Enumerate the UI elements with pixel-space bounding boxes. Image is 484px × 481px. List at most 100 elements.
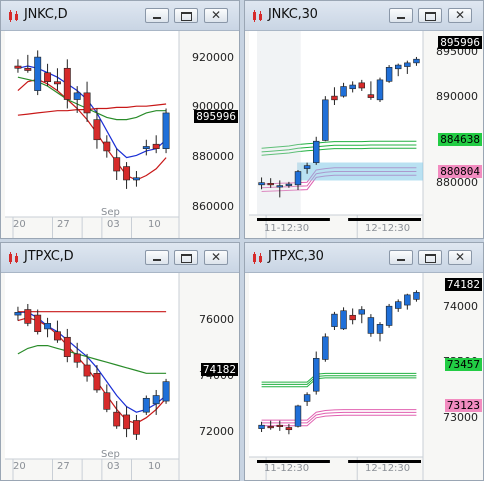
title-bar[interactable]: JTPXC,D ✕: [1, 243, 239, 273]
close-button[interactable]: ✕: [204, 8, 228, 23]
candle-body: [340, 86, 347, 97]
candle-body: [376, 79, 384, 101]
session-bar: [257, 218, 330, 221]
candle-body: [34, 56, 42, 91]
minimize-button[interactable]: [145, 250, 169, 265]
candle-body: [162, 112, 170, 149]
highlight-box: [297, 162, 423, 181]
series-line-ma_fast: [17, 65, 167, 159]
minimize-icon: [397, 259, 405, 261]
green-level-tag: 73457: [444, 358, 482, 371]
band-line-green_band: [261, 140, 417, 149]
y-tick-label: 880000: [436, 176, 478, 189]
band-line-green_band: [261, 375, 417, 385]
chart-window-jnkc-daily[interactable]: JNKC,D ✕ 920000 900000 880000 860000 20 …: [0, 0, 240, 239]
minimize-button[interactable]: [389, 8, 413, 23]
candle-body: [73, 92, 81, 100]
candle-body: [152, 143, 160, 149]
band-line-green_band: [261, 147, 417, 156]
candle-body: [93, 373, 101, 391]
candle-body: [267, 426, 274, 429]
minimize-icon: [153, 259, 161, 261]
chart-plot[interactable]: 920000 900000 880000 860000 20 27 Sep 03…: [1, 31, 240, 239]
restore-button[interactable]: [418, 8, 442, 23]
candle-body: [358, 309, 365, 315]
candle-body: [313, 358, 320, 392]
y-tick-label: 860000: [192, 200, 234, 213]
candle-body: [123, 166, 131, 181]
candle-body: [340, 310, 347, 330]
candle-body: [142, 146, 150, 149]
y-tick-label: 920000: [192, 51, 234, 64]
restore-button[interactable]: [174, 250, 198, 265]
x-tick-label: 27: [57, 461, 70, 472]
y-tick-label: 76000: [199, 313, 234, 326]
candle-body: [258, 424, 265, 429]
series-line-ma_green: [17, 344, 167, 374]
candle-body: [349, 84, 356, 90]
candle-body: [404, 62, 411, 67]
band-line-green_band: [261, 144, 417, 153]
candle-body: [132, 177, 140, 181]
candle-body: [44, 72, 52, 82]
candle-body: [24, 309, 32, 324]
pink-level-tag: 880804: [438, 165, 482, 178]
candle-body: [413, 58, 420, 64]
candle-body: [367, 317, 375, 334]
x-tick-label: 11-12:30: [264, 223, 310, 234]
close-button[interactable]: ✕: [448, 8, 472, 23]
restore-icon: [425, 254, 436, 263]
x-tick-label: Sep: [101, 207, 120, 218]
plot-area: [5, 273, 179, 459]
candle-body: [267, 183, 274, 186]
candle-body: [276, 424, 283, 427]
candle-body: [152, 395, 160, 405]
candle-body: [14, 311, 22, 316]
x-tick-label: 03: [107, 219, 120, 230]
candle-body: [322, 99, 329, 141]
restore-button[interactable]: [418, 250, 442, 265]
chart-window-jtpxc-30min[interactable]: JTPXC,30 ✕ 74000 73500 73000 11-12:30 12…: [244, 242, 484, 481]
chart-window-jtpxc-daily[interactable]: JTPXC,D ✕ 76000 74000 72000 20 27 Sep 03…: [0, 242, 240, 481]
chart-plot[interactable]: 76000 74000 72000 20 27 Sep 03 10 74182: [1, 273, 240, 481]
x-tick-label: 10: [148, 219, 161, 230]
y-tick-label: 900000: [192, 100, 234, 113]
y-tick-label: 880000: [192, 150, 234, 163]
restore-button[interactable]: [174, 8, 198, 23]
candle-body: [285, 183, 293, 186]
band-line-green_band: [261, 377, 417, 388]
title-bar[interactable]: JNKC,30 ✕: [245, 1, 483, 31]
candle-body: [303, 165, 311, 169]
candle-body: [331, 95, 338, 101]
candle-body: [303, 394, 311, 402]
candle-body: [103, 141, 111, 152]
window-title: JNKC,D: [24, 7, 68, 22]
candlestick-icon: [9, 10, 18, 22]
close-icon: ✕: [455, 8, 466, 22]
chart-plot[interactable]: 895000 890000 880000 11-12:30 12-12:30 8…: [245, 31, 484, 239]
title-bar[interactable]: JTPXC,30 ✕: [245, 243, 483, 273]
close-button[interactable]: ✕: [448, 250, 472, 265]
close-button[interactable]: ✕: [204, 250, 228, 265]
last-price-tag: 74182: [200, 363, 238, 376]
band-line-pink_band: [261, 414, 417, 427]
x-tick-label: 03: [107, 461, 120, 472]
candlestick-icon: [253, 252, 262, 264]
y-tick-label: 72000: [199, 425, 234, 438]
chart-canvas[interactable]: [245, 31, 484, 239]
chart-canvas[interactable]: [245, 273, 484, 481]
window-title: JTPXC,30: [268, 249, 324, 264]
candle-body: [385, 305, 393, 326]
chart-window-jnkc-30min[interactable]: JNKC,30 ✕ 895000 890000 880000 11-12:30 …: [244, 0, 484, 239]
title-bar[interactable]: JNKC,D ✕: [1, 1, 239, 31]
x-tick-label: 11-12:30: [264, 463, 310, 474]
chart-plot[interactable]: 74000 73500 73000 11-12:30 12-12:30 7418…: [245, 273, 484, 481]
minimize-button[interactable]: [389, 250, 413, 265]
candle-body: [376, 324, 384, 334]
candle-body: [349, 314, 356, 321]
chart-canvas[interactable]: [1, 273, 240, 481]
candle-body: [162, 381, 170, 402]
shaded-region: [257, 31, 301, 215]
chart-canvas[interactable]: [1, 31, 240, 239]
minimize-button[interactable]: [145, 8, 169, 23]
